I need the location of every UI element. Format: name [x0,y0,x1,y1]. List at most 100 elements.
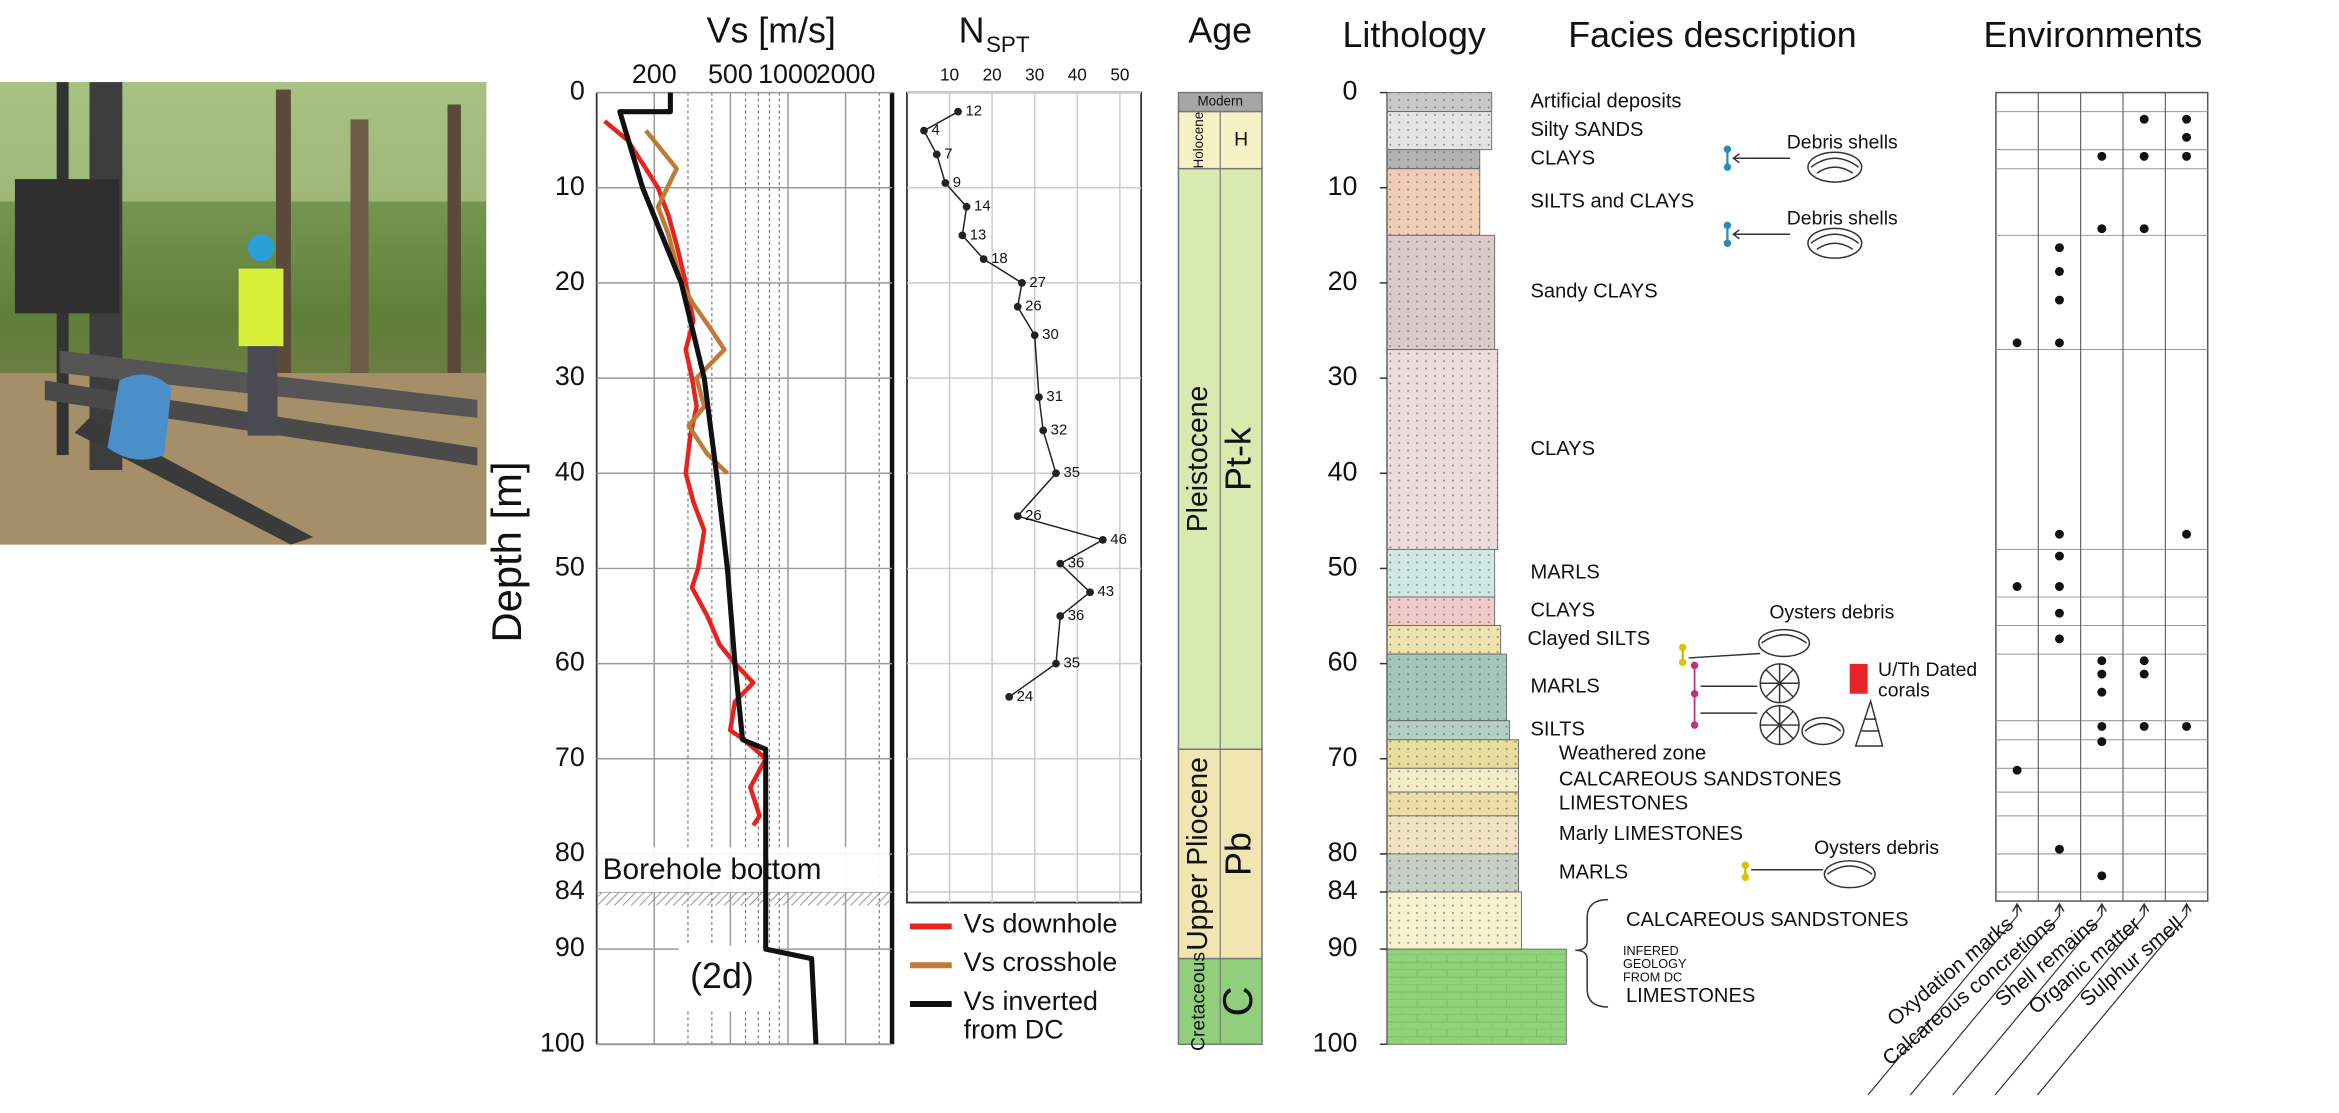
y-tick-label: 0 [1343,76,1358,106]
y-tick-label: 80 [1328,837,1358,867]
y-tick-label: 60 [1328,647,1358,677]
facies-label: CALCAREOUS SANDSTONES [1626,909,1909,931]
y-tick-label: 80 [555,837,585,867]
dot [2097,687,2107,697]
point [1052,659,1060,668]
point [958,231,967,240]
legend-label: Vs downhole [963,910,1118,939]
x-tick-label: 20 [983,65,1002,85]
annotation: Borehole bottom [603,853,822,886]
lithology-texture [1387,235,1495,350]
y-tick-label: 50 [555,552,585,582]
label-leader [1909,915,2060,1096]
coral-label: U/Th Dated corals [1878,659,1978,701]
data-label: 26 [1025,508,1042,524]
x-tick-label: 30 [1025,65,1044,85]
data-label: 27 [1029,275,1046,291]
dot [2182,132,2192,142]
dot [2054,634,2064,644]
legend-label: Vs crosshole [963,948,1118,978]
lithology-texture [1387,549,1495,597]
nspt-frame [906,91,1143,904]
dot [2139,224,2149,234]
legend-label-box: Vs inverted from DC [964,988,1098,1044]
annotation-box [678,945,772,1012]
data-label: 46 [1110,532,1127,548]
dot [2182,529,2192,539]
column-arrow [2139,902,2150,917]
fossil-label: Oysters debris [1769,601,1894,623]
point [1086,588,1094,597]
series-line [644,129,729,475]
data-label: 7 [944,146,952,162]
age-title: Age [1188,10,1252,50]
point [962,202,971,211]
lithology-texture [1387,720,1510,740]
facies-title: Facies description [1568,15,1857,55]
lithology-texture [1387,792,1519,816]
label-leader [2036,915,2188,1096]
data-label: 36 [1068,556,1085,572]
y-tick-label: 60 [555,647,585,677]
fossil-icons [1678,145,1884,889]
dot [2182,151,2192,161]
nspt-title: N [959,10,985,50]
point [941,179,950,187]
y-tick-label: 40 [1328,456,1358,486]
column-arrow [2054,902,2065,917]
lithology-texture [1387,892,1522,950]
site-photo [0,82,487,545]
facies-label: LIMESTONES [1559,792,1688,814]
lithology-texture [1387,596,1495,626]
lithology-texture [1387,739,1519,769]
data-label: 36 [1068,608,1085,624]
facies-label: Sandy CLAYS [1530,281,1657,303]
point [1013,302,1022,311]
borehole-bottom-band [598,892,890,906]
point [979,255,988,264]
coral-label-box: U/Th Dated corals [1878,659,1978,701]
facies-label: Silty SANDS [1530,119,1643,141]
label-leader [1867,915,2018,1096]
lithology-texture [1387,168,1480,236]
dot [2054,267,2064,276]
x-tick-label: 1000 [758,59,818,89]
x-tick-label: 40 [1068,65,1087,85]
age-label: H [1234,128,1248,150]
facies-label: MARLS [1530,562,1599,584]
vs-title: Vs [m/s] [707,10,836,50]
dot [2097,721,2107,731]
dot [2139,151,2149,161]
facies-label: Artificial deposits [1530,90,1681,112]
data-label: 14 [974,199,991,215]
brace [1575,898,1609,1008]
dot [2054,295,2064,305]
infered-label: INFERED GEOLOGY FROM DC [1622,944,1687,985]
point [932,150,941,159]
facies-label: LIMESTONES [1626,985,1755,1007]
data-label: 32 [1051,422,1068,438]
point [1005,693,1014,701]
dot [2054,529,2064,539]
point [920,126,928,135]
y-tick-label: 0 [570,76,585,106]
fossil-label: Debris shells [1787,131,1898,153]
dot [2054,551,2064,561]
dot [2097,656,2107,666]
y-tick-label: 30 [555,361,585,391]
data-label: 13 [970,227,987,243]
y-tick-label: 40 [555,456,585,486]
column-arrow [2181,902,2192,917]
data-label: 35 [1063,465,1080,481]
lithology-texture [1387,111,1492,150]
data-label: 35 [1063,656,1080,672]
column-arrow [2011,902,2023,917]
dot [2139,114,2149,124]
age-label: Pt-k [1219,427,1259,491]
dot [2097,669,2107,679]
data-label: 24 [1017,689,1034,705]
dot [2182,114,2192,124]
x-tick-label: 200 [632,59,677,89]
dot [2139,656,2149,666]
